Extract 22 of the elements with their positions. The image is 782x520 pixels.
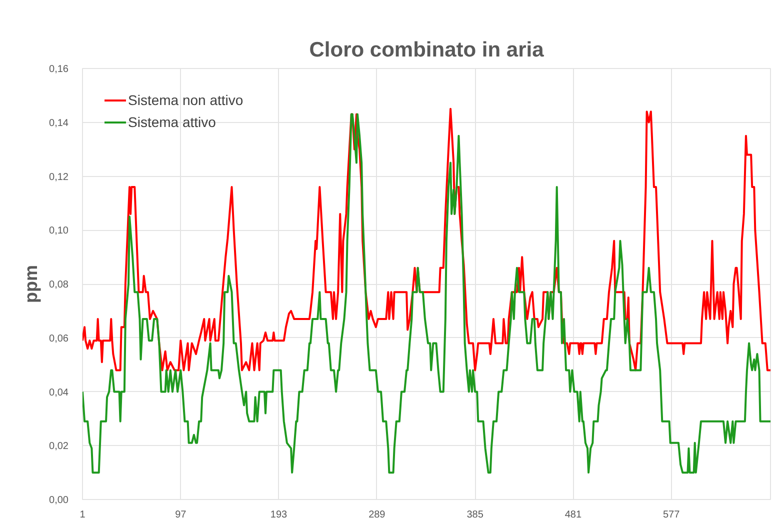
y-axis-title: ppm (21, 265, 42, 303)
legend-label: Sistema attivo (128, 114, 216, 130)
x-tick-label: 577 (662, 510, 680, 520)
x-tick-label: 193 (270, 510, 288, 520)
y-tick-label: 0,14 (49, 118, 69, 129)
x-tick-label: 385 (466, 510, 484, 520)
line-series (82, 113, 770, 474)
legend-label: Sistema non attivo (128, 92, 244, 108)
y-tick-label: 0,06 (49, 333, 69, 344)
y-tick-label: 0,02 (49, 441, 69, 452)
y-tick-label: 0,12 (49, 172, 69, 183)
y-tick-label: 0,10 (49, 226, 69, 237)
line-series (82, 108, 770, 372)
y-tick-label: 0,00 (49, 495, 69, 506)
x-tick-label: 1 (80, 510, 86, 520)
y-tick-label: 0,16 (49, 64, 69, 75)
x-tick-label: 289 (368, 510, 386, 520)
x-tick-label: 97 (175, 510, 187, 520)
x-tick-label: 481 (564, 510, 582, 520)
chart-title: Cloro combinato in aria (309, 38, 544, 62)
y-tick-label: 0,04 (49, 387, 69, 398)
y-tick-label: 0,08 (49, 280, 69, 290)
